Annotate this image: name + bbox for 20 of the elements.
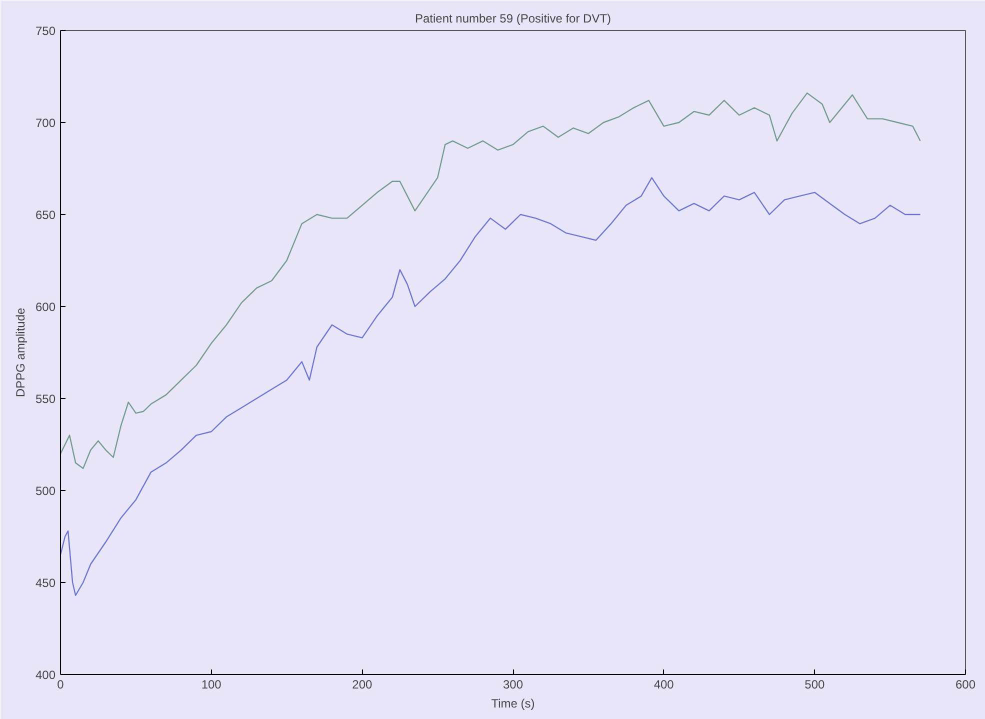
x-tick-label: 400 <box>654 678 674 692</box>
x-axis-title: Time (s) <box>491 696 535 710</box>
y-tick-label: 550 <box>35 392 56 406</box>
line-series <box>60 92 921 470</box>
x-tick-label: 0 <box>57 678 64 692</box>
y-tick-label: 400 <box>35 668 56 682</box>
y-tick-label: 450 <box>35 576 56 590</box>
x-tick-label: 200 <box>352 678 373 692</box>
y-axis-title: DPPG amplitude <box>13 307 28 398</box>
y-tick-label: 750 <box>35 24 56 38</box>
line-series <box>60 177 921 596</box>
y-tick-label: 650 <box>35 208 56 222</box>
x-tick-label: 600 <box>955 678 976 692</box>
x-tick-label: 300 <box>502 678 524 692</box>
chart-title: Patient number 59 (Positive for DVT) <box>414 12 612 26</box>
y-tick-label: 600 <box>35 300 56 314</box>
y-tick-label: 700 <box>35 116 56 130</box>
x-tick-label: 500 <box>804 678 826 692</box>
y-tick-label: 500 <box>35 484 56 498</box>
x-tick-label: 100 <box>201 678 222 692</box>
